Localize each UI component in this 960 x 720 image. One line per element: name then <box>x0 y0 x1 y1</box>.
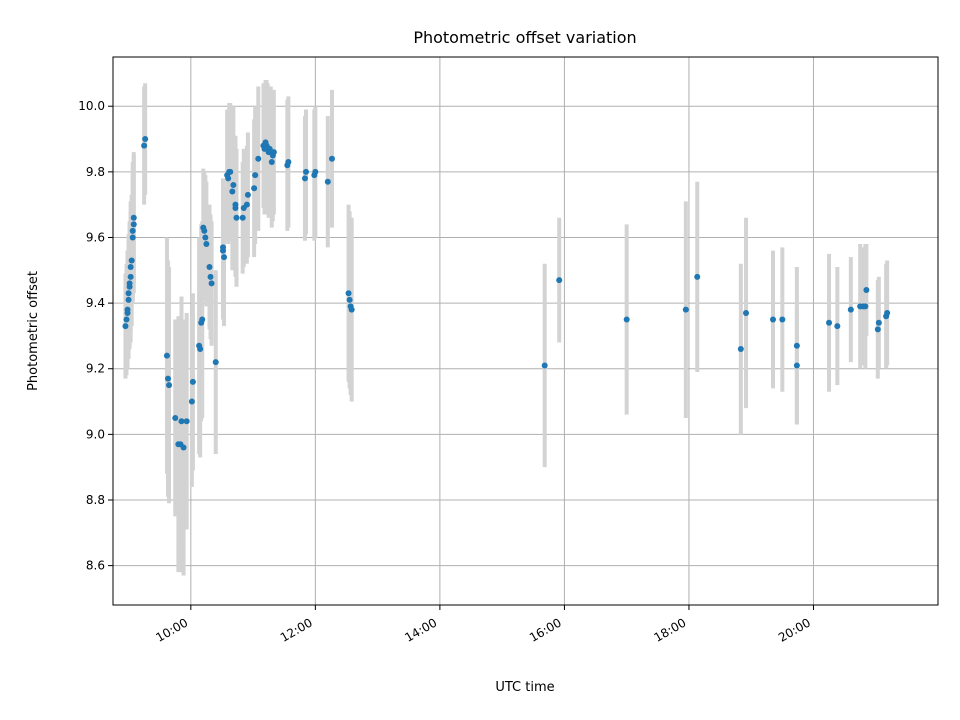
y-tick-label: 9.6 <box>86 230 105 244</box>
data-point <box>127 264 134 271</box>
data-point <box>779 316 786 323</box>
data-point <box>244 191 251 198</box>
data-point <box>227 168 234 175</box>
data-point <box>255 155 262 162</box>
data-point <box>202 234 209 241</box>
plot-frame <box>112 56 939 606</box>
data-point <box>127 273 134 280</box>
grid <box>113 57 938 605</box>
data-point <box>345 290 352 297</box>
data-point <box>252 172 259 179</box>
data-point <box>233 214 240 221</box>
y-tick-label: 8.6 <box>86 559 105 573</box>
data-point <box>682 306 689 313</box>
data-point <box>793 342 800 349</box>
data-point <box>541 362 548 369</box>
y-tick-label: 9.8 <box>86 165 105 179</box>
data-point <box>125 290 132 297</box>
data-point <box>188 398 195 405</box>
data-point <box>770 316 776 323</box>
data-point <box>230 181 237 188</box>
data-point <box>208 280 215 287</box>
data-point <box>189 378 196 385</box>
data-point <box>623 316 630 323</box>
data-points <box>122 136 891 451</box>
y-tick-label: 9.4 <box>86 296 105 310</box>
data-point <box>270 149 277 156</box>
data-point <box>863 286 870 293</box>
data-point <box>324 178 331 185</box>
data-point <box>129 234 136 241</box>
data-point <box>123 316 130 323</box>
data-point <box>737 346 744 353</box>
y-axis-ticks: 8.6 8.8 9.0 9.2 9.4 9.6 9.8 10.0 <box>78 99 113 573</box>
data-point <box>875 319 882 326</box>
data-point <box>834 323 841 330</box>
data-point <box>207 273 214 280</box>
y-tick-label: 9.0 <box>86 427 105 441</box>
x-axis-label: UTC time <box>495 680 554 695</box>
data-point <box>125 296 132 303</box>
data-point <box>793 362 800 369</box>
data-point <box>225 175 232 182</box>
data-point <box>243 201 250 208</box>
y-axis-label: Photometric offset <box>26 271 41 391</box>
data-point <box>884 309 891 316</box>
data-point <box>180 444 187 451</box>
data-point <box>232 201 239 208</box>
data-point <box>130 214 137 221</box>
data-point <box>183 418 190 425</box>
data-point <box>346 296 353 303</box>
data-point <box>312 168 319 175</box>
data-point <box>221 254 228 261</box>
data-point <box>166 382 173 389</box>
data-point <box>251 185 258 192</box>
data-point <box>694 273 701 280</box>
data-point <box>128 257 135 264</box>
data-point <box>172 414 179 421</box>
data-point <box>220 247 226 254</box>
data-point <box>328 155 335 162</box>
data-point <box>142 136 149 143</box>
data-point <box>197 346 204 353</box>
data-point <box>301 175 308 182</box>
data-point <box>178 418 185 425</box>
data-point <box>129 227 136 234</box>
data-point <box>163 352 170 359</box>
data-point <box>826 319 833 326</box>
data-point <box>556 277 563 284</box>
data-point <box>229 188 236 195</box>
y-tick-label: 10.0 <box>78 99 105 113</box>
data-point <box>285 159 292 166</box>
data-point <box>126 280 133 287</box>
data-point <box>130 221 137 228</box>
data-point <box>212 359 219 366</box>
chart-title: Photometric offset variation <box>413 28 636 47</box>
data-point <box>268 159 275 166</box>
data-point <box>874 326 881 333</box>
data-point <box>122 323 129 330</box>
data-point <box>348 306 355 313</box>
y-tick-label: 9.2 <box>86 362 105 376</box>
data-point <box>201 227 208 234</box>
data-point <box>239 214 246 221</box>
y-tick-label: 8.8 <box>86 493 105 507</box>
data-point <box>303 168 310 175</box>
data-point <box>199 316 206 323</box>
data-point <box>743 309 750 316</box>
data-point <box>206 264 213 271</box>
data-point <box>165 375 171 382</box>
data-point <box>124 306 131 313</box>
data-point <box>141 142 148 149</box>
data-point <box>847 306 854 313</box>
data-point <box>862 303 869 310</box>
data-point <box>203 241 210 248</box>
